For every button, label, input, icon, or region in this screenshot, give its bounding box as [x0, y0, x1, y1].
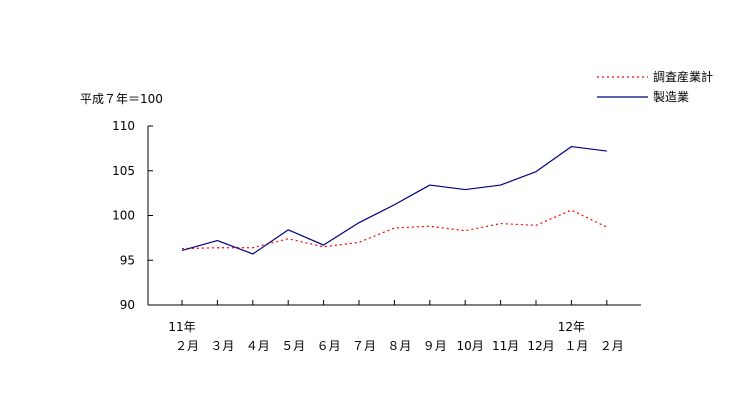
axes [147, 125, 641, 306]
y-tick-label: 95 [120, 253, 135, 267]
y-tick-label: 105 [112, 164, 135, 178]
y-tick-label: 110 [112, 119, 135, 133]
year-label: 11年 [168, 320, 195, 334]
x-tick-label: １月 [564, 339, 588, 353]
year-label: 12年 [558, 320, 585, 334]
x-tick-label: ６月 [317, 339, 341, 353]
x-tick-labels: ２月 ３月 ４月 ５月 ６月 ７月 ８月 ９月 10月 11月 12月 １月 ２月 11年 12年 [168, 320, 623, 353]
legend: 調査産業計 製造業 [597, 69, 713, 104]
y-tick-label: 90 [120, 298, 135, 312]
x-tick-label: ２月 [600, 339, 624, 353]
series-line-manufacturing [181, 145, 607, 255]
x-tick-label: ２月 [175, 339, 199, 353]
legend-label-manufacturing: 製造業 [653, 90, 689, 104]
x-tick-label: ４月 [246, 339, 270, 353]
x-tick-label: ５月 [281, 339, 305, 353]
y-tick-label: 100 [112, 209, 135, 223]
x-tick-label: 11月 [492, 339, 519, 353]
x-tick-label: ８月 [387, 339, 411, 353]
base-note: 平成７年＝100 [80, 92, 163, 106]
x-tick-label: ９月 [423, 339, 447, 353]
y-tick-labels: 110 105 100 95 90 [112, 119, 135, 312]
series-lines [181, 145, 608, 255]
x-tick-label: ３月 [210, 339, 234, 353]
legend-label-survey-industries: 調査産業計 [653, 69, 713, 84]
x-tick-label: 12月 [527, 339, 554, 353]
x-tick-label: ７月 [352, 339, 376, 353]
x-tick-label: 10月 [457, 339, 484, 353]
series-line-survey-industries [181, 209, 608, 250]
